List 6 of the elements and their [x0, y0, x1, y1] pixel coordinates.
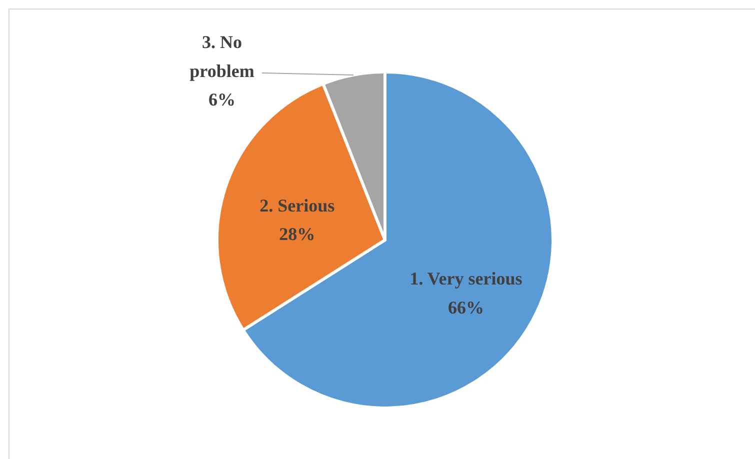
slice-label: 1. Very serious: [410, 268, 522, 289]
slice-label: 2. Serious: [260, 195, 335, 216]
data-label: 28%: [279, 224, 316, 244]
data-label: 66%: [448, 297, 484, 318]
data-label: 6%: [208, 90, 236, 110]
slice-label: 3. No problem: [190, 32, 254, 81]
